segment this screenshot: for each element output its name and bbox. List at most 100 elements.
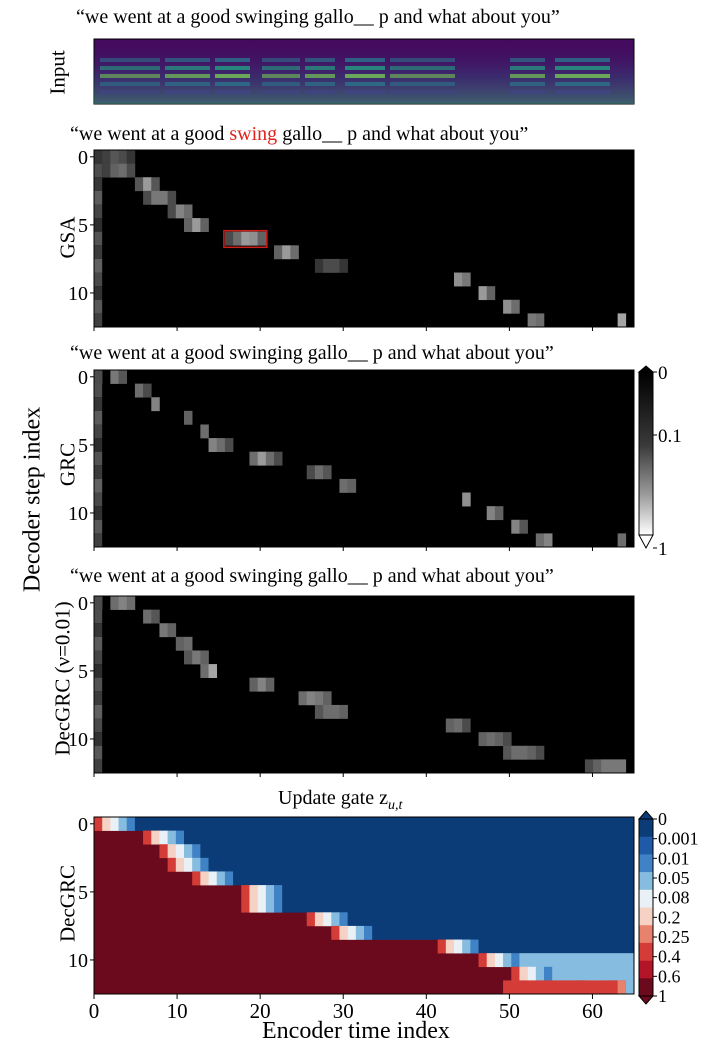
heatmap-cell: [94, 438, 103, 452]
y-tick-label: 0: [78, 814, 88, 836]
heatmap-cell: [118, 370, 128, 384]
spectrogram-band: [215, 66, 250, 70]
heatmap-cell: [94, 299, 103, 314]
gate-cell: [306, 912, 316, 927]
gate-cell: [167, 844, 177, 859]
gate-cell: [200, 844, 634, 859]
heatmap-cell: [257, 231, 267, 246]
spectrogram-band: [100, 66, 160, 70]
gate-cell: [175, 844, 185, 859]
spectrogram-band: [215, 58, 250, 62]
spectrogram-band: [215, 74, 250, 78]
gate-cell: [323, 912, 332, 927]
heatmap-cell: [94, 272, 103, 287]
gate-cell: [110, 817, 119, 831]
gate-cell: [241, 885, 250, 899]
heatmap-cell: [265, 451, 275, 466]
heatmap-cell: [494, 732, 504, 747]
heatmap-cell: [462, 718, 471, 733]
gate-cell: [192, 844, 201, 859]
gate-cell: [454, 939, 463, 954]
gate-cell: [617, 980, 626, 994]
colorbar-segment: [639, 819, 653, 837]
x-tick-label: 20: [250, 999, 271, 1023]
gate-cell: [486, 953, 496, 968]
colorbar-segment: [639, 960, 653, 979]
heatmap-cell: [241, 231, 250, 246]
heatmap-cell: [94, 623, 103, 637]
heatmap-cell: [151, 397, 160, 412]
x-tick-label: 30: [333, 999, 354, 1023]
heatmap-cell: [257, 677, 267, 692]
heatmap-cell: [94, 650, 103, 665]
heatmap-cell: [94, 636, 103, 651]
colorbar-segment: [639, 942, 653, 961]
heatmap-cell: [503, 732, 512, 747]
spectrogram-band: [555, 58, 610, 62]
colorbar-tick-label: 0: [658, 363, 668, 384]
heatmap-cell: [249, 231, 258, 246]
heatmap-cell: [200, 650, 209, 665]
heatmap-cell: [94, 424, 103, 439]
heatmap-cell: [94, 286, 103, 300]
heatmap-cell: [224, 438, 234, 452]
gate-cell: [126, 817, 136, 831]
spectrogram-band: [510, 74, 545, 78]
gate-cell: [192, 857, 201, 872]
spectrogram-band: [215, 82, 250, 86]
x-tick-label: 40: [416, 999, 437, 1023]
heatmap-cell: [257, 451, 267, 466]
heatmap-cell: [535, 313, 545, 328]
heatmap-cell: [184, 410, 193, 425]
gate-cell: [184, 857, 193, 872]
heatmap-cell: [126, 150, 136, 164]
colorbar-tick-label: 0.2: [658, 907, 681, 927]
heatmap-cell: [94, 759, 103, 773]
spectrogram-band: [165, 58, 210, 62]
grc-attention-heatmap: 0 5 10: [68, 367, 635, 551]
gsa-title-highlight: swing: [229, 123, 278, 145]
gate-cell: [265, 885, 275, 899]
heatmap-cell: [143, 609, 152, 624]
gate-cell: [175, 830, 185, 845]
spectrogram-band: [262, 66, 300, 70]
heatmap-cell: [486, 732, 496, 747]
heatmap-cell: [192, 650, 201, 665]
heatmap-cell: [323, 691, 332, 706]
decgrc-attention-heatmap: 0 5 10: [68, 593, 635, 777]
heatmap-cell: [617, 313, 627, 328]
gate-cell: [331, 912, 340, 927]
gate-cell: [134, 817, 634, 831]
spectrogram-band: [100, 82, 160, 86]
heatmap-cell: [331, 258, 340, 273]
colorbar-tick-label: 0.1: [658, 426, 682, 447]
heatmap-cell: [274, 245, 283, 260]
heatmap-cell: [511, 519, 520, 534]
highlight-box: [223, 229, 268, 249]
heatmap-cell: [175, 636, 185, 651]
heatmap-cell: [184, 636, 193, 651]
heatmap-cell: [94, 533, 103, 547]
spectrogram-band: [510, 66, 545, 70]
gate-cell: [519, 953, 634, 968]
heatmap-cell: [593, 759, 602, 774]
heatmap-cell: [102, 150, 111, 164]
heatmap-cell: [331, 704, 340, 719]
colorbar-tick-label: 0.05: [658, 868, 690, 888]
x-tick-label: 0: [89, 999, 100, 1023]
colorbar-segment: [639, 872, 653, 891]
gate-cell: [216, 871, 226, 886]
gate-cell: [470, 939, 479, 954]
heatmap-cell: [216, 438, 226, 452]
heatmap-cell: [143, 383, 152, 398]
heatmap-cell: [224, 231, 234, 246]
x-tick-label: 10: [167, 999, 188, 1023]
spectrogram-band: [390, 74, 455, 78]
heatmap-cell: [151, 190, 160, 205]
spectrogram-band: [555, 90, 610, 94]
colorbar-tick-label: 0.08: [658, 888, 690, 908]
spectrogram-band: [100, 58, 160, 62]
heatmap-cell: [94, 704, 103, 719]
colorbar-segment: [639, 978, 653, 997]
